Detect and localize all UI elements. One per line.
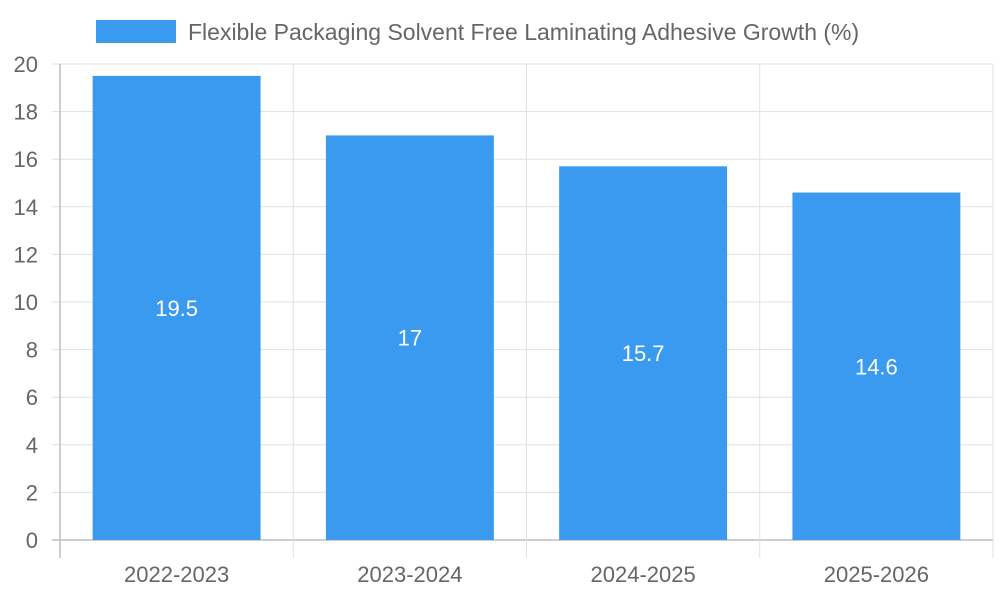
y-tick-label: 0 bbox=[26, 528, 38, 553]
axes: 0 2 4 6 8 10 12 14 16 18 20 2022-2023 2023-2024 2024-… bbox=[14, 52, 929, 587]
y-tick-label: 16 bbox=[14, 147, 38, 172]
y-tick-label: 4 bbox=[26, 433, 38, 458]
bar[interactable] bbox=[92, 75, 261, 541]
data-label: 19.5 bbox=[155, 296, 198, 321]
legend-label[interactable]: Flexible Packaging Solvent Free Laminati… bbox=[188, 19, 859, 45]
bar-series bbox=[92, 75, 961, 541]
x-tick-label: 2022-2023 bbox=[124, 562, 229, 587]
y-tick-label: 20 bbox=[14, 52, 38, 77]
bar[interactable] bbox=[325, 135, 494, 540]
y-tick-label: 18 bbox=[14, 100, 38, 125]
bar[interactable] bbox=[559, 166, 728, 540]
legend-swatch[interactable] bbox=[96, 20, 176, 43]
y-tick-label: 6 bbox=[26, 385, 38, 410]
y-tick-label: 12 bbox=[14, 242, 38, 267]
bar[interactable] bbox=[792, 192, 961, 540]
y-tick-label: 10 bbox=[14, 290, 38, 315]
x-tick-label: 2023-2024 bbox=[357, 562, 462, 587]
data-label: 15.7 bbox=[622, 341, 665, 366]
y-tick-label: 14 bbox=[14, 195, 38, 220]
data-label: 14.6 bbox=[855, 354, 898, 379]
y-tick-label: 8 bbox=[26, 338, 38, 363]
legend[interactable]: Flexible Packaging Solvent Free Laminati… bbox=[96, 19, 859, 45]
x-tick-label: 2024-2025 bbox=[591, 562, 696, 587]
y-tick-label: 2 bbox=[26, 480, 38, 505]
data-label: 17 bbox=[398, 326, 422, 351]
data-labels: 19.5 17 15.7 14.6 bbox=[155, 296, 898, 379]
x-tick-label: 2025-2026 bbox=[824, 562, 929, 587]
